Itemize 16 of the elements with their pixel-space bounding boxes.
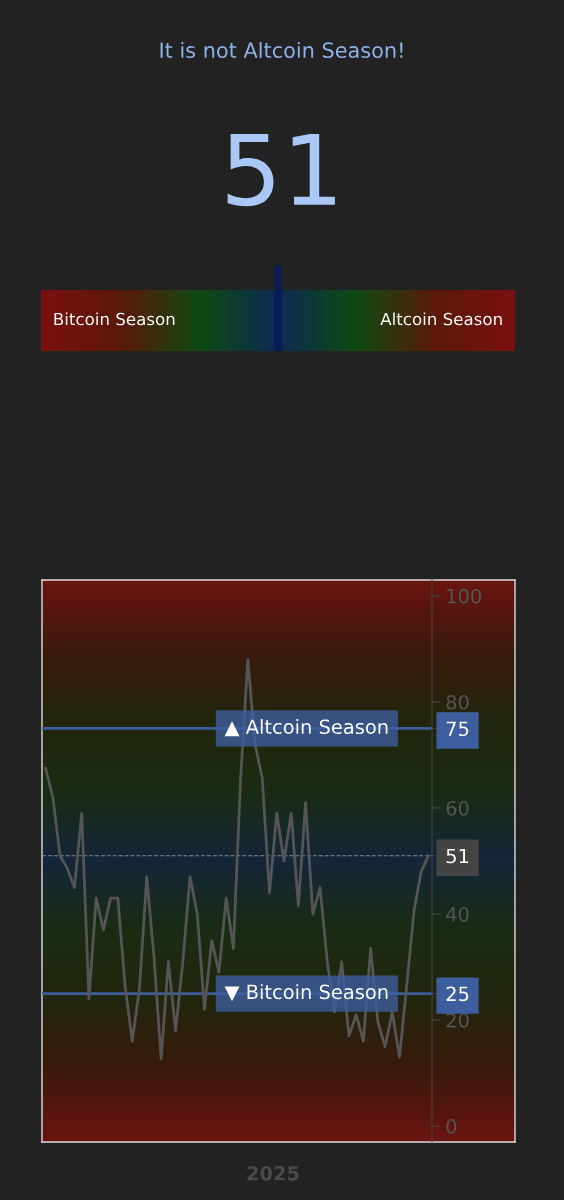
line-series xyxy=(44,658,430,1061)
y-tick-label: 20 xyxy=(446,1013,469,1028)
y-tick-label: 75 xyxy=(446,721,469,737)
y-tick-label: 25 xyxy=(446,986,469,1002)
y-tick-label: 60 xyxy=(446,800,469,816)
y-tick-label: 51 xyxy=(446,848,469,864)
ref-line-label: ▲ Altcoin Season xyxy=(224,719,388,737)
text: Bitcoin Season xyxy=(54,312,175,326)
ref-line-label: ▼ Bitcoin Season xyxy=(224,984,388,1002)
text: Altcoin Season xyxy=(380,312,502,326)
y-tick-label: 80 xyxy=(446,694,469,710)
text: 51 xyxy=(227,133,335,207)
y-tick-label: 100 xyxy=(447,588,482,604)
text: It is not Altcoin Season! xyxy=(160,41,403,59)
y-tick-label: 40 xyxy=(446,906,469,922)
y-tick-label: 0 xyxy=(446,1119,457,1134)
